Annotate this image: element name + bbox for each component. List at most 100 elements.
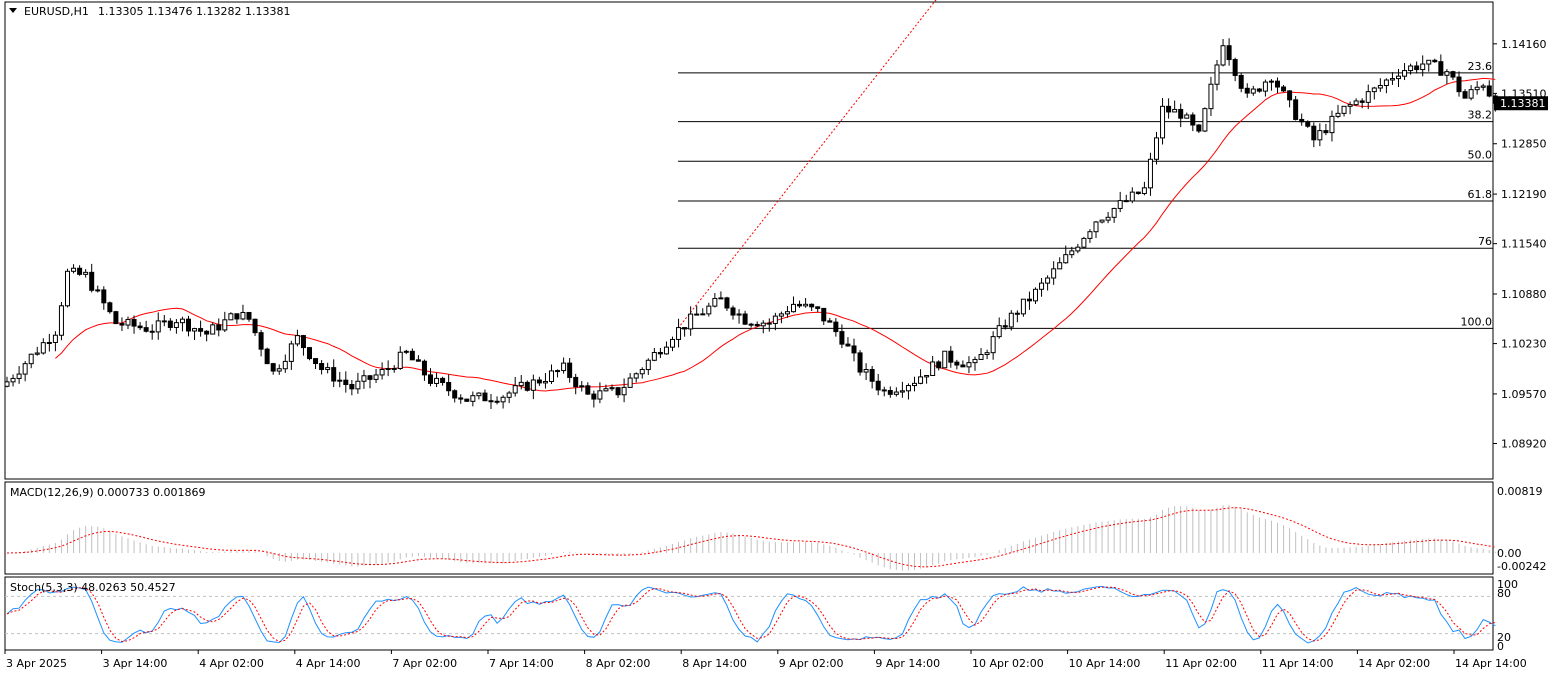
candle-body [804,304,808,306]
candle [1161,98,1165,144]
candle [332,359,336,387]
candle [404,350,408,354]
candle-body [459,398,463,399]
candle [543,373,547,389]
candle-body [840,332,844,345]
candle-body [1094,222,1098,232]
candle-body [792,304,796,311]
candle [525,380,529,391]
candle-body [429,375,433,384]
candle [1300,114,1304,126]
candle-body [1082,238,1086,247]
symbol-dropdown-icon[interactable] [9,8,17,13]
candle [991,331,995,359]
candle-body [168,321,172,327]
candle [1021,299,1025,317]
candle-body [1155,138,1159,159]
stoch-tick-label: 0 [1497,640,1504,653]
candle-body [616,388,620,395]
candle-body [568,363,572,377]
symbol-label[interactable]: EURUSD,H1 [24,5,89,18]
candle [689,306,693,336]
candle [664,341,668,354]
candle-body [1239,75,1243,88]
candle [507,391,511,403]
candle [761,320,765,333]
candle [1288,90,1292,107]
candle [477,392,481,399]
candle-body [810,304,814,307]
candle-body [882,390,886,391]
candle-body [937,362,941,368]
candle-body [17,374,21,378]
candle [1088,229,1092,243]
candle [1451,71,1455,80]
candle-body [586,386,590,394]
candle-body [1439,62,1443,76]
candle [622,378,626,402]
candle-body [1306,122,1310,126]
candle [798,301,802,308]
candle-body [187,319,191,331]
candle-body [144,328,148,332]
candle-body [235,314,239,319]
fib-level-label: 50.0 [1468,148,1493,161]
candle-body [108,303,112,312]
candle [1306,120,1310,128]
candle [1076,244,1080,253]
candle-body [362,376,366,382]
candle-body [925,376,929,377]
candle [822,308,826,325]
candle [289,341,293,370]
candle [301,335,305,356]
candle [1397,69,1401,87]
candle-body [78,268,82,274]
candle-body [1300,119,1304,121]
candle-body [701,314,705,315]
candle [429,368,433,386]
candle [1469,85,1473,100]
candle [1312,122,1316,147]
candle-body [495,401,499,402]
candle [338,372,342,387]
candle [592,391,596,408]
candle-body [404,351,408,352]
candle-body [314,359,318,364]
candle-body [894,392,898,394]
candle [1342,106,1346,116]
candle-body [489,401,493,402]
candle-body [1009,313,1013,327]
candle [900,382,904,398]
candle [1366,85,1370,110]
candle-body [828,321,832,322]
candle [773,313,777,330]
price-tick-label: 1.10880 [1501,288,1547,301]
candle-body [1415,66,1419,70]
candle [1203,107,1207,132]
candle [1336,105,1340,118]
candle [792,296,796,312]
candle [1082,237,1086,249]
candle-body [120,324,124,325]
candle-body [374,375,378,379]
candle [646,358,650,375]
candle [834,318,838,337]
ohlc-values: 1.13305 1.13476 1.13282 1.13381 [98,5,290,18]
candle [779,312,783,324]
candle [1034,287,1038,304]
candle [308,347,312,360]
candle-body [1148,159,1152,188]
candle-body [943,351,947,368]
candle [392,365,396,373]
time-tick-label: 11 Apr 02:00 [1165,657,1237,670]
candle-body [550,371,554,382]
candle [749,323,753,328]
candle-body [864,370,868,373]
candle-body [471,396,475,402]
candle-body [513,386,517,393]
candle [1324,124,1328,135]
candle [102,286,106,310]
